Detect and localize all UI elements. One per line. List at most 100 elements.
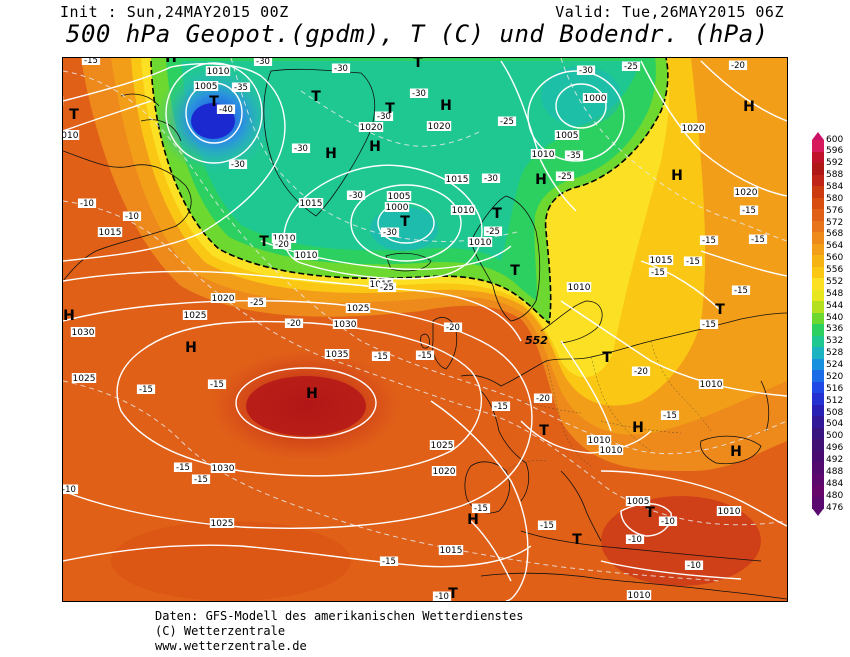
isotherm-label: -20 (446, 323, 460, 333)
isobar-label: 1005 (388, 192, 411, 202)
isotherm-label-box (555, 171, 575, 181)
scale-label: 500 (826, 431, 844, 442)
isotherm-label-box (564, 150, 584, 160)
isobar-label-box (345, 303, 371, 313)
isotherm-label: -15 (663, 411, 677, 421)
credit-website[interactable]: www.wetterzentrale.de (155, 639, 307, 653)
color-scale: 600 596 592 588 584 580 576 572 568 564 560 556 552 5… (812, 132, 848, 522)
isotherm-label: -25 (486, 227, 500, 237)
isobar-label-box (97, 227, 123, 237)
scale-label: 572 (826, 217, 844, 228)
scale-swatch (812, 197, 824, 210)
isobar-label: 1010 (700, 380, 723, 390)
high-marker: H (369, 139, 381, 155)
scale-swatch (812, 370, 824, 382)
isobar-label-box (426, 121, 452, 131)
scale-label: 564 (826, 241, 844, 252)
contour-552-label: 552 (525, 334, 548, 347)
scale-label: 592 (826, 158, 844, 169)
isotherm-label: -15 (540, 521, 554, 531)
scale-label: 504 (826, 419, 844, 430)
low-pressure-markers: T T T T T T T T T T T T T T T (69, 58, 725, 601)
scale-label: 484 (826, 478, 844, 489)
isobar-label-box (271, 233, 297, 243)
isobar-label-box (444, 174, 470, 184)
isotherm-label: -30 (412, 89, 426, 99)
low-marker: T (400, 214, 410, 230)
isobar-label-box (193, 81, 219, 91)
init-time: Init : Sun,24MAY2015 00Z (60, 3, 289, 21)
low-marker: T (209, 94, 219, 110)
isotherm-label: -30 (231, 160, 245, 170)
isobar-label: 1010 (273, 234, 296, 244)
low-marker: T (539, 423, 549, 439)
isobar-label: 1010 (295, 251, 318, 261)
isotherm-label: -15 (494, 402, 508, 412)
scale-swatch (812, 266, 824, 279)
isotherm-label: -15 (210, 380, 224, 390)
isotherm-label-box (231, 82, 251, 92)
scale-label: 588 (826, 170, 844, 181)
isotherm-label: -25 (380, 283, 394, 293)
isotherm-label: -35 (567, 151, 581, 161)
scale-swatch (812, 347, 824, 359)
scale-label: 488 (826, 466, 844, 477)
isobar-label: 1020 (735, 188, 758, 198)
isotherm-label-box (481, 173, 501, 183)
isobar-label-box (586, 435, 612, 445)
scale-label: 480 (826, 490, 844, 501)
isotherm-label-box (699, 319, 719, 329)
scale-label: 552 (826, 276, 844, 287)
isotherm-label: -20 (275, 240, 289, 250)
isobar-label-box (209, 518, 235, 528)
coastlines (63, 68, 787, 600)
isotherm-label-box (415, 350, 435, 360)
scale-swatch (812, 404, 824, 417)
isobar-label: 1020 (360, 123, 383, 133)
scale-swatch (812, 473, 824, 486)
isobar-label-box (625, 496, 651, 506)
isotherm-label: -15 (418, 351, 432, 361)
isobar-label-box (598, 445, 624, 455)
high-marker: H (730, 444, 742, 460)
isotherm-label-box (371, 351, 391, 361)
isotherm-label: -10 (80, 199, 94, 209)
isotherm-label-box (648, 267, 668, 277)
scale-swatch (812, 163, 824, 175)
scale-label: 580 (826, 193, 844, 204)
map-title: 500 hPa Geopot.(gpdm), T (C) und Bodendr… (66, 20, 769, 48)
isotherm-label: -15 (382, 557, 396, 567)
isotherm-label-box (699, 235, 719, 245)
scale-top-arrow (812, 132, 824, 140)
isobar-label-box (205, 66, 231, 76)
scale-label: 508 (826, 407, 844, 418)
scale-swatch (812, 381, 824, 394)
isobar-label-box (324, 349, 350, 359)
scale-label: 576 (826, 205, 844, 216)
isotherm-label: -25 (558, 172, 572, 182)
high-marker: H (535, 172, 547, 188)
isotherm-label-box (247, 297, 267, 307)
isotherm-label: -15 (742, 206, 756, 216)
scale-swatch (812, 174, 824, 187)
isotherm-label: -30 (377, 112, 391, 122)
scale-swatch (812, 243, 824, 256)
isotherm-label: -10 (63, 485, 76, 495)
isobars (63, 60, 787, 601)
scale-label: 528 (826, 348, 844, 359)
isobar-label: 1010 (600, 446, 623, 456)
scale-label: 560 (826, 253, 844, 264)
high-pressure-markers: H H H H H H H H H H H H H (63, 58, 755, 528)
isotherm-label: -35 (234, 83, 248, 93)
isobar-label: 1025 (211, 519, 234, 529)
isotherm-label: -10 (661, 517, 675, 527)
isobar-label: 1020 (433, 467, 456, 477)
scale-swatch (812, 393, 824, 405)
isotherm-label-box (625, 534, 645, 544)
scale-swatch (812, 255, 824, 267)
isobar-label: 1015 (650, 256, 673, 266)
isobar-label: 1010 (532, 150, 555, 160)
scale-swatch (812, 312, 824, 325)
isotherm-label: -30 (334, 64, 348, 74)
scale-label: 596 (826, 146, 844, 157)
